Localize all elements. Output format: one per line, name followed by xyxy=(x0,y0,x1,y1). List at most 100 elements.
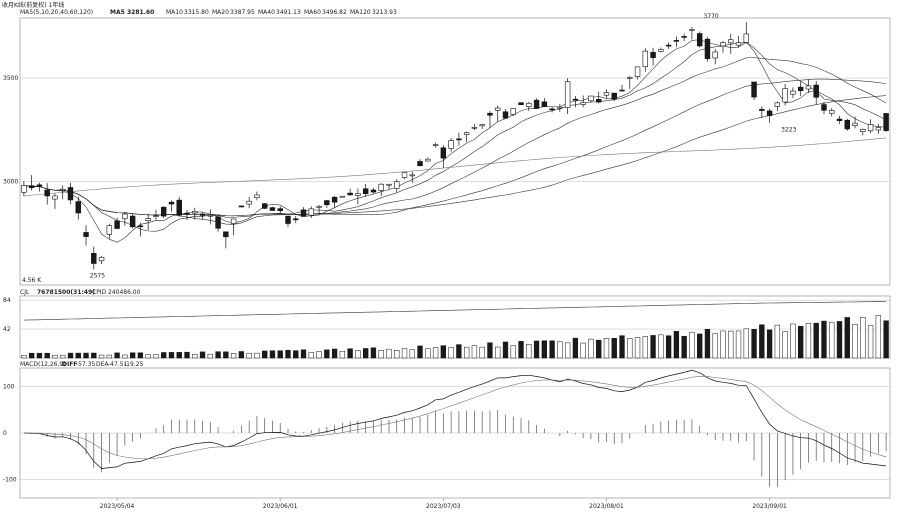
volume-bar xyxy=(712,333,718,359)
volume-bar xyxy=(60,354,66,359)
candle-body xyxy=(370,189,377,193)
volume-bar xyxy=(557,341,563,359)
x-axis-tick-label: 2023/08/01 xyxy=(589,503,624,510)
candle-body xyxy=(580,102,586,105)
candle-body xyxy=(712,51,718,59)
volume-bar xyxy=(91,352,97,359)
volume-bar xyxy=(774,324,781,359)
candle-body xyxy=(417,161,423,167)
candle-body xyxy=(28,185,35,189)
candle-body xyxy=(813,84,819,98)
candle-body xyxy=(160,206,167,217)
macd-y-tick-label: 0 xyxy=(3,430,7,437)
macd-legend-dea-label: DEA xyxy=(96,361,109,368)
volume-bar xyxy=(300,349,307,359)
price-extreme-label: 3223 xyxy=(781,126,796,133)
volume-y-tick-label: 84 xyxy=(3,297,11,304)
macd-y-tick-label: -100 xyxy=(3,476,17,483)
candle-body xyxy=(720,42,726,47)
candle-body xyxy=(665,44,672,47)
candle-body xyxy=(254,194,260,198)
volume-bar xyxy=(262,350,268,359)
volume-bar xyxy=(324,349,330,359)
candle-body xyxy=(805,85,812,90)
candle-body xyxy=(829,110,835,114)
candle-body xyxy=(696,33,703,47)
volume-bar xyxy=(153,354,159,359)
volume-bar xyxy=(541,340,547,359)
volume-bar xyxy=(588,338,594,359)
volume-bar xyxy=(564,342,571,359)
volume-bar xyxy=(347,348,353,359)
volume-bar xyxy=(98,354,105,359)
volume-bar xyxy=(331,348,338,359)
ma-legend-ma5-value: 3281.60 xyxy=(127,9,154,16)
candle-body xyxy=(91,253,97,264)
x-axis-tick-label: 2023/05/04 xyxy=(100,503,135,510)
candle-body xyxy=(526,102,532,107)
volume-bar xyxy=(883,320,889,359)
candle-body xyxy=(479,124,485,127)
volume-bar xyxy=(665,335,672,359)
volume-bar xyxy=(572,337,579,359)
volume-bar xyxy=(642,336,648,359)
vol-legend-value: 76781500(31:49) xyxy=(37,289,95,296)
ma-legend-ma60-label: MA60 xyxy=(304,9,321,16)
volume-bar xyxy=(798,325,804,359)
ma10-line xyxy=(23,41,887,232)
volume-bar xyxy=(704,329,711,359)
volume-bar xyxy=(339,350,346,359)
ma-legend-ma10-label: MA10 xyxy=(166,9,183,16)
vol-legend-label: CJL xyxy=(20,289,30,296)
ma-legend-ma5-label: MA5 xyxy=(110,9,125,16)
header-legend: 收月K线(前复权) 1年线 MA5(5,10,20,40,60,120) MA5… xyxy=(2,1,397,16)
candle-body xyxy=(60,188,66,191)
volume-bar xyxy=(533,340,540,359)
candle-body xyxy=(137,225,144,228)
x-axis-tick-label: 2023/07/03 xyxy=(426,503,461,510)
candle-body xyxy=(541,101,548,107)
volume-bar xyxy=(207,353,213,359)
ma5-line xyxy=(23,39,887,243)
volume-bar xyxy=(417,345,423,359)
volume-bar xyxy=(52,354,58,359)
candle-body xyxy=(627,77,633,79)
candle-body xyxy=(735,42,742,46)
ma-legend-ma60-value: 3496.82 xyxy=(322,9,347,16)
price-y-tick-label: 3500 xyxy=(3,75,18,82)
ma-legend-ma120-label: MA120 xyxy=(350,9,371,16)
candle-body xyxy=(230,218,237,224)
candle-body xyxy=(324,200,330,205)
volume-bar xyxy=(502,341,509,359)
volume-bar xyxy=(720,330,726,359)
candle-body xyxy=(495,107,501,111)
candle-body xyxy=(168,201,175,205)
volume-legend: CJL 76781500(31:49) CPID 240486.00 xyxy=(20,289,141,296)
volume-bar xyxy=(223,351,229,359)
volume-bar xyxy=(36,352,43,359)
ma-legend-ma20-label: MA20 xyxy=(212,9,229,16)
candle-body xyxy=(36,184,43,187)
candle-body xyxy=(588,95,594,102)
volume-avg-line xyxy=(23,301,887,321)
macd-legend-params: MACD(12,26,9) xyxy=(20,361,66,368)
candle-body xyxy=(176,199,182,216)
volume-bar xyxy=(254,352,260,359)
ma120-line xyxy=(23,137,887,197)
candle-body xyxy=(836,118,843,121)
ma-legend-params: MA5(5,10,20,40,60,120) xyxy=(20,9,93,16)
candle-body xyxy=(650,52,656,59)
candle-body xyxy=(122,213,128,220)
volume-bar xyxy=(363,348,369,359)
volume-bar xyxy=(463,346,470,359)
volume-bar xyxy=(277,350,283,359)
ma-legend-ma20-value: 3387.95 xyxy=(230,9,255,16)
candle-body xyxy=(355,193,361,196)
volume-bar xyxy=(844,317,850,359)
volume-panel-frame xyxy=(19,295,891,359)
candle-body xyxy=(401,172,408,178)
candle-body xyxy=(199,213,206,216)
candle-body xyxy=(728,39,734,44)
ma-legend-ma40-label: MA40 xyxy=(258,9,275,16)
volume-bar xyxy=(378,350,384,359)
